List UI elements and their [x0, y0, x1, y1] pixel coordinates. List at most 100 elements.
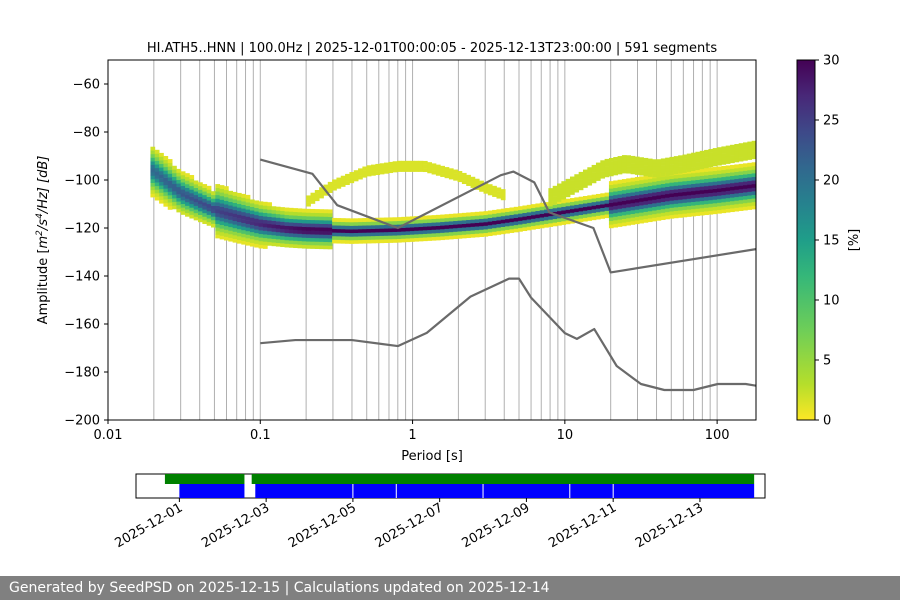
psd-cell: [358, 228, 363, 233]
psd-cell: [422, 164, 428, 169]
psd-cell: [427, 222, 432, 227]
psd-cell: [587, 209, 593, 214]
psd-cell: [509, 221, 515, 226]
psd-cell: [734, 168, 740, 172]
psd-cell: [193, 194, 199, 199]
psd-cell: [686, 160, 692, 165]
psd-cell: [284, 214, 290, 219]
psd-cell: [656, 166, 662, 171]
psd-cell: [535, 210, 541, 215]
psd-cell: [673, 203, 679, 208]
psd-cell: [405, 168, 411, 172]
psd-cell: [306, 237, 311, 242]
psd-cell: [353, 229, 359, 233]
psd-cell: [751, 205, 756, 210]
psd-cell: [699, 182, 705, 187]
psd-cell: [613, 216, 618, 221]
psd-cell: [314, 237, 320, 242]
psd-cell: [578, 203, 584, 208]
psd-cell: [254, 218, 259, 223]
psd-cell: [708, 192, 714, 197]
psd-cell: [254, 214, 259, 219]
psd-cell: [582, 210, 588, 215]
psd-cell: [427, 169, 432, 174]
psd-cell: [293, 211, 298, 216]
date-tick-label: 2025-12-11: [546, 500, 619, 551]
psd-cell: [699, 204, 705, 209]
psd-cell: [626, 185, 631, 190]
psd-cell: [647, 192, 653, 197]
x-tick-label: 0.01: [94, 428, 123, 443]
psd-cell: [682, 195, 688, 200]
psd-cell: [271, 242, 277, 247]
psd-cell: [379, 170, 385, 175]
psd-cell: [630, 195, 636, 200]
psd-cell: [634, 213, 640, 217]
psd-cell: [682, 209, 688, 214]
psd-cell: [453, 235, 458, 240]
psd-cell: [176, 179, 182, 184]
psd-cell: [518, 227, 523, 232]
psd-cell: [262, 205, 268, 210]
psd-cell: [159, 178, 164, 182]
psd-cell: [470, 180, 476, 185]
psd-cell: [656, 195, 662, 200]
psd-cell: [686, 180, 692, 185]
psd-cell: [747, 152, 753, 157]
psd-cell: [236, 196, 242, 201]
psd-cell: [176, 194, 182, 198]
psd-cell: [544, 209, 549, 214]
psd-cell: [215, 194, 221, 199]
psd-cell: [725, 208, 731, 213]
psd-cell: [526, 215, 532, 220]
psd-cell: [608, 209, 614, 214]
psd-cell: [483, 189, 489, 194]
psd-cell: [358, 221, 363, 226]
psd-cell: [647, 169, 653, 174]
psd-cell: [319, 194, 324, 199]
psd-cell: [613, 180, 618, 185]
psd-cell: [219, 231, 225, 236]
psd-cell: [630, 188, 636, 193]
psd-cell: [232, 195, 238, 200]
psd-cell: [366, 232, 372, 237]
psd-cell: [704, 211, 709, 216]
psd-cell: [219, 224, 225, 229]
psd-cell: [228, 212, 234, 217]
psd-cell: [686, 173, 692, 178]
psd-cell: [704, 175, 709, 180]
psd-cell: [301, 230, 307, 235]
psd-cell: [608, 195, 614, 200]
psd-cell: [695, 201, 701, 206]
psd-cell: [738, 207, 744, 211]
psd-cell: [656, 159, 662, 164]
psd-cell: [721, 194, 727, 199]
psd-cell: [565, 198, 571, 203]
psd-cell: [288, 243, 294, 248]
psd-cell: [617, 186, 623, 191]
psd-cell: [366, 239, 372, 244]
psd-cell: [275, 210, 281, 215]
psd-cell: [708, 203, 714, 208]
psd-cell: [591, 164, 597, 169]
psd-cell: [665, 186, 670, 191]
psd-cell: [669, 175, 675, 180]
psd-cell: [574, 200, 580, 205]
psd-cell: [725, 156, 731, 161]
psd-cell: [444, 217, 450, 222]
psd-cell: [223, 196, 229, 201]
psd-cell: [561, 203, 567, 207]
psd-cell: [570, 205, 575, 210]
psd-cell: [362, 239, 368, 244]
psd-cell: [461, 172, 467, 177]
psd-cell: [228, 219, 234, 224]
psd-cell: [470, 233, 476, 238]
psd-cell: [604, 199, 610, 204]
psd-cell: [457, 178, 463, 183]
psd-cell: [557, 203, 562, 208]
psd-cell: [288, 233, 294, 237]
psd-cell: [634, 160, 640, 165]
psd-cell: [652, 192, 657, 197]
psd-cell: [319, 187, 324, 192]
psd-cell: [639, 208, 644, 213]
